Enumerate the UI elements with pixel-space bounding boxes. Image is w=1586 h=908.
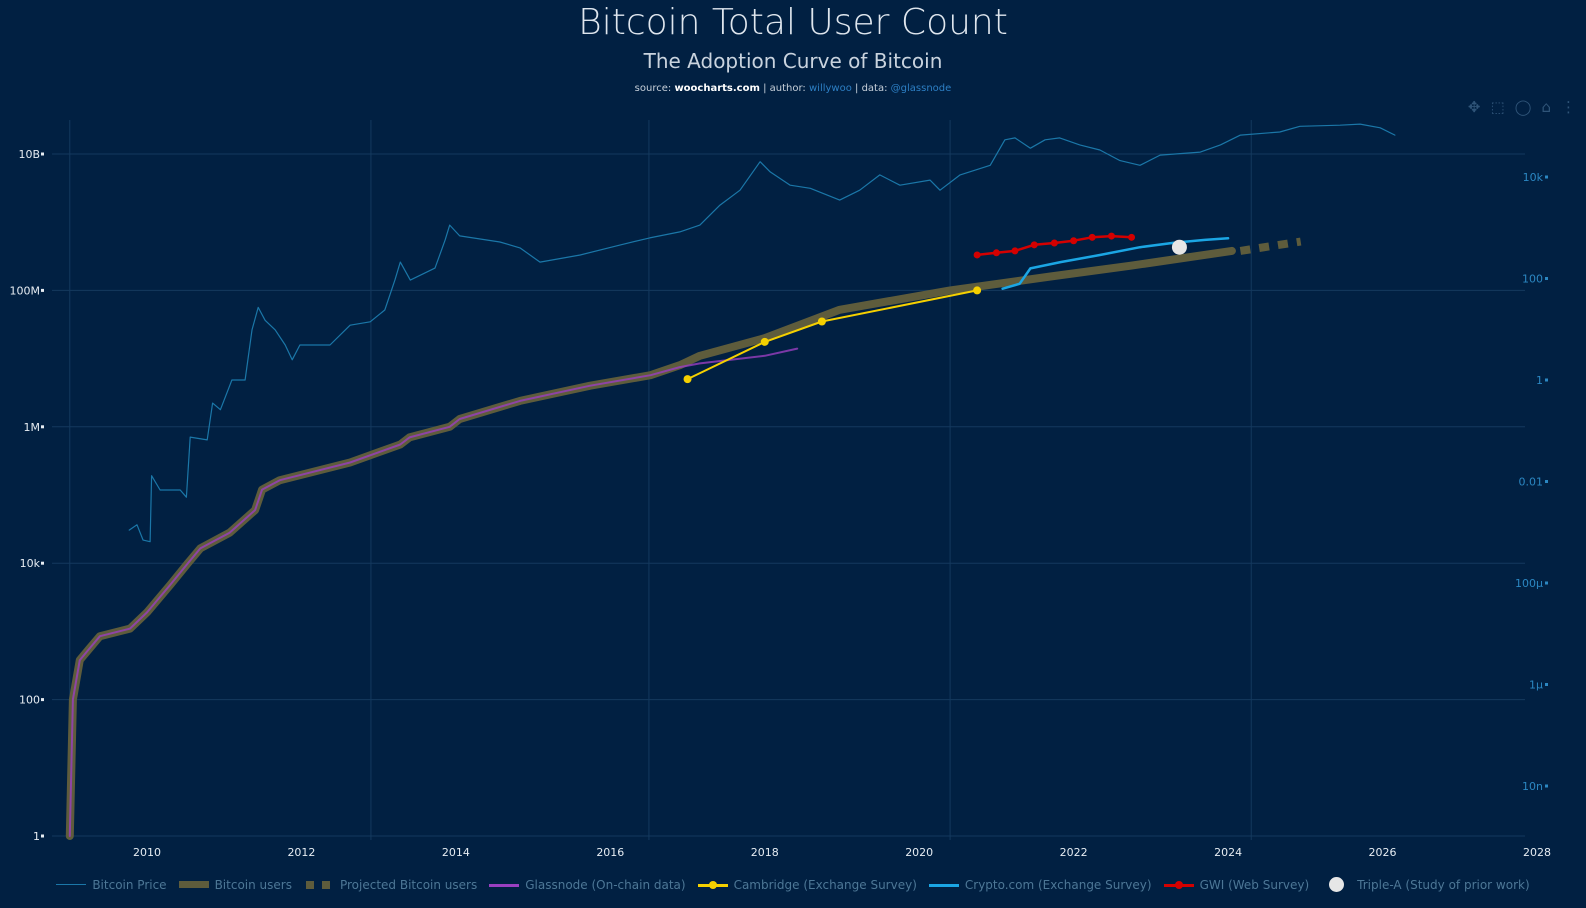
legend-label: Projected Bitcoin users (339, 878, 478, 892)
legend-swatch (178, 880, 209, 890)
series-projected-bitcoin-users (1239, 237, 1302, 255)
box-select-icon[interactable]: ⬚ (1490, 98, 1505, 116)
gwi-point (1070, 237, 1078, 245)
legend-item[interactable]: Bitcoin Price (56, 878, 167, 892)
y-right-tick-label: 0.01 (1519, 476, 1544, 489)
y-left-tick-mark (41, 561, 44, 565)
legend-swatch (304, 880, 334, 890)
legend-item[interactable]: Bitcoin users (178, 878, 292, 892)
legend-label: Triple-A (Study of prior work) (1357, 878, 1530, 892)
legend-item[interactable]: Projected Bitcoin users (304, 878, 477, 892)
y-right-tick-label: 1µ (1529, 679, 1543, 692)
y-right-tick-label: 100µ (1515, 577, 1543, 590)
y-left-tick-label: 100M (10, 284, 41, 297)
legend: Bitcoin Price Bitcoin users Projected Bitc… (0, 877, 1586, 892)
y-right-tick-label: 10k (1523, 171, 1544, 184)
x-tick-label: 2024 (1214, 846, 1242, 859)
lasso-icon[interactable]: ◯ (1514, 98, 1532, 116)
chart-title: Bitcoin Total User Count (578, 2, 1008, 43)
author-link[interactable]: willywoo (808, 83, 852, 94)
y-left-tick-label: 1 (33, 830, 40, 843)
series-crypto-com (1001, 237, 1230, 290)
y-left-tick-mark (41, 834, 44, 838)
legend-label: Bitcoin users (214, 878, 292, 892)
gwi-point (1050, 239, 1058, 247)
y-right-tick-label: 1 (1536, 374, 1543, 387)
y-left-tick-mark (41, 288, 44, 292)
legend-label: GWI (Web Survey) (1199, 878, 1310, 892)
data-link[interactable]: @glassnode (890, 83, 952, 94)
legend-swatch (697, 880, 728, 890)
cambridge-point (973, 286, 982, 295)
x-tick-label: 2012 (287, 846, 315, 859)
y-left-tick-mark (41, 152, 44, 156)
series-bitcoin-price (128, 123, 1396, 543)
x-tick-label: 2022 (1060, 846, 1088, 859)
x-tick-label: 2018 (751, 846, 779, 859)
pan-icon[interactable]: ✥ (1467, 98, 1481, 116)
x-tick-label: 2020 (905, 846, 933, 859)
y-right-tick-mark (1545, 683, 1548, 686)
gwi-point (1030, 241, 1038, 249)
cambridge-point (760, 337, 769, 346)
modebar: ✥ ⬚ ◯ ⌂ ⋮ (1468, 98, 1576, 116)
gwi-point (1128, 233, 1136, 241)
series-glassnode (68, 347, 799, 837)
gwi-point (992, 249, 1000, 257)
triple-a-point (1171, 239, 1187, 255)
y-right-tick-mark (1545, 784, 1548, 788)
y-right-tick-mark (1545, 378, 1548, 382)
source-link[interactable]: woocharts.com (674, 83, 760, 94)
legend-item[interactable]: Glassnode (On-chain data) (489, 878, 686, 892)
legend-item[interactable]: Cambridge (Exchange Survey) (697, 878, 917, 892)
legend-swatch (928, 880, 959, 890)
legend-item[interactable]: Crypto.com (Exchange Survey) (928, 878, 1152, 892)
legend-swatch (489, 880, 520, 890)
y-right-tick-mark (1545, 581, 1548, 585)
legend-label: Glassnode (On-chain data) (525, 878, 686, 892)
hover-icon[interactable]: ⋮ (1561, 98, 1576, 116)
y-right-tick-label: 10n (1522, 780, 1543, 793)
y-left-tick-mark (41, 698, 44, 702)
y-left-tick-label: 10B (18, 148, 40, 161)
credits: source: woocharts.com | author: willywoo… (634, 83, 952, 94)
y-left-tick-mark (41, 425, 44, 429)
y-right-tick-mark (1545, 175, 1548, 179)
y-left-tick-label: 1M (24, 421, 41, 434)
x-tick-label: 2028 (1523, 846, 1551, 859)
x-tick-label: 2014 (442, 846, 470, 859)
gwi-point (1011, 247, 1019, 255)
y-right-tick-label: 100 (1522, 273, 1543, 286)
cambridge-point (683, 375, 692, 384)
data-label: data: (861, 83, 888, 94)
legend-swatch (56, 880, 87, 890)
legend-item[interactable]: GWI (Web Survey) (1163, 878, 1310, 892)
series-cambridge (686, 289, 979, 381)
legend-swatch (1321, 877, 1351, 892)
source-label: source: (634, 83, 672, 94)
legend-label: Cambridge (Exchange Survey) (733, 878, 917, 892)
x-tick-label: 2026 (1369, 846, 1397, 859)
chart-subtitle: The Adoption Curve of Bitcoin (643, 49, 943, 73)
y-right-tick-mark (1545, 277, 1548, 280)
series-bitcoin-users (65, 246, 1236, 840)
x-tick-label: 2010 (133, 846, 161, 859)
legend-label: Crypto.com (Exchange Survey) (964, 878, 1152, 892)
y-left-tick-label: 10k (20, 557, 41, 570)
home-icon[interactable]: ⌂ (1541, 98, 1551, 116)
author-label: author: (769, 83, 806, 94)
y-left-tick-label: 100 (19, 694, 40, 707)
x-tick-label: 2016 (596, 846, 624, 859)
legend-label: Bitcoin Price (92, 878, 167, 892)
legend-swatch (1163, 880, 1194, 890)
gwi-point (1107, 232, 1115, 240)
cambridge-point (817, 317, 826, 326)
legend-item[interactable]: Triple-A (Study of prior work) (1321, 877, 1530, 892)
gwi-point (1088, 233, 1096, 241)
gwi-point (973, 251, 981, 259)
y-right-tick-mark (1545, 480, 1548, 483)
